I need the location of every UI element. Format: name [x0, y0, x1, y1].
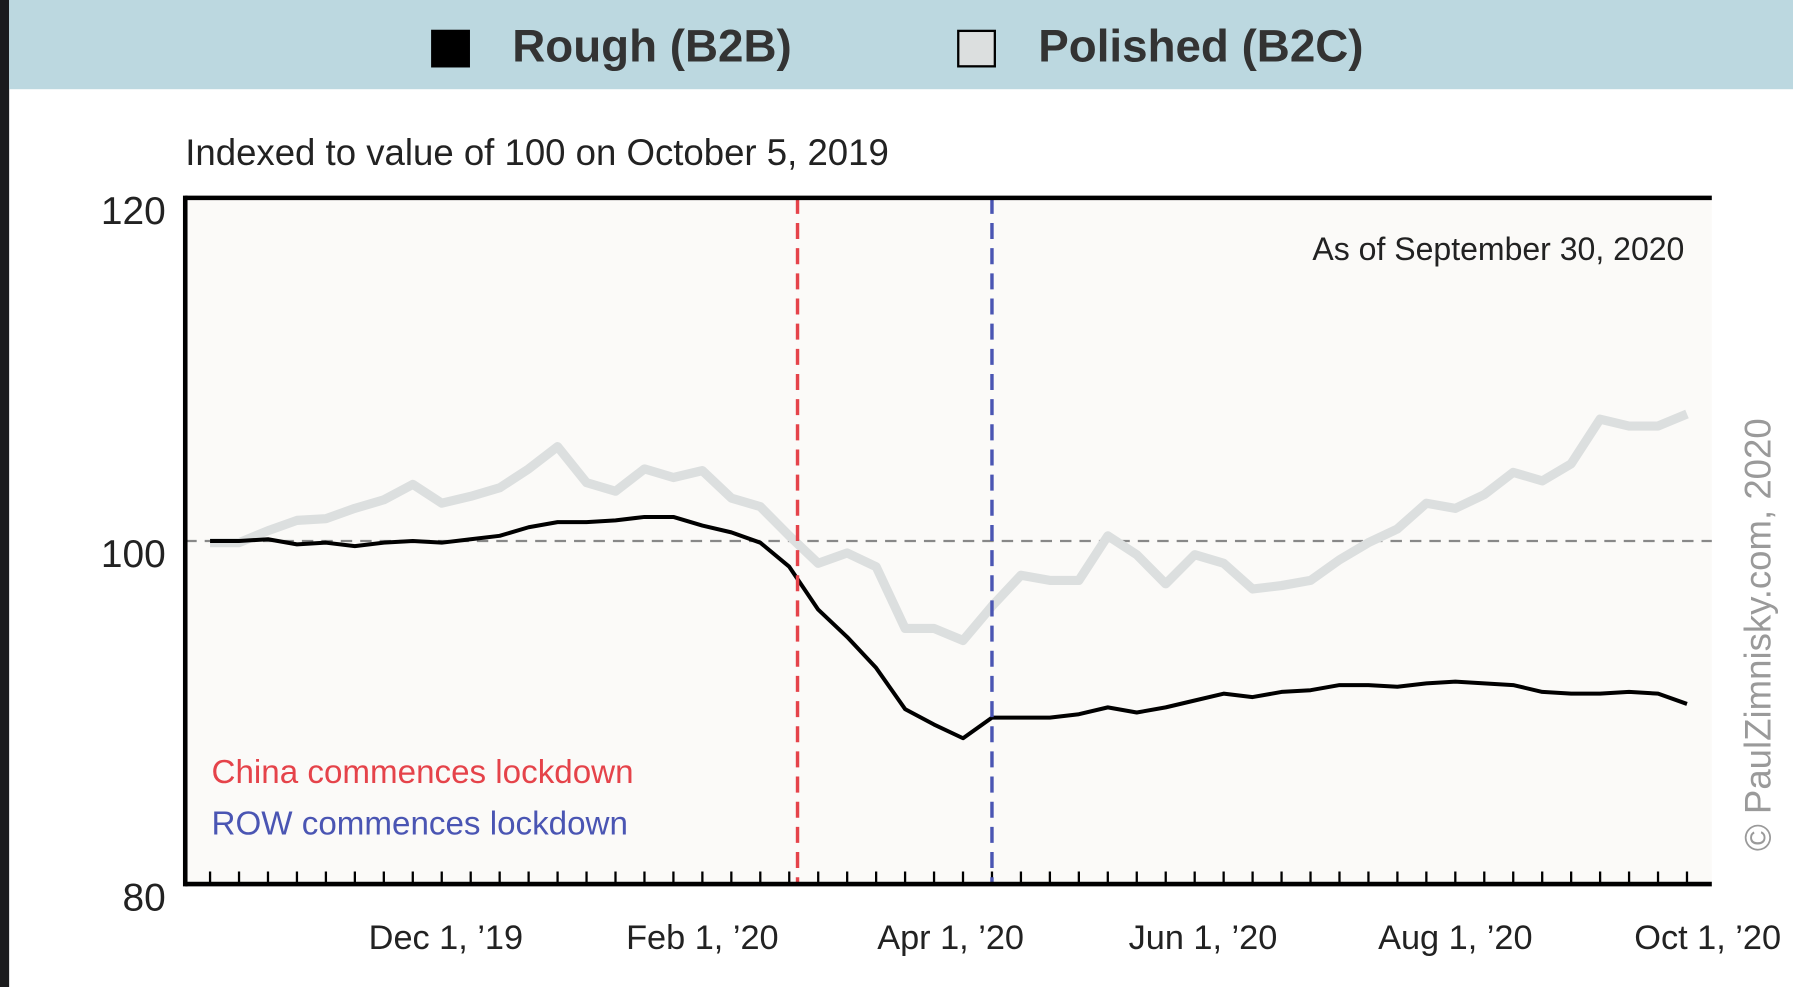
x-tick-label: Oct 1, ’20: [1634, 919, 1781, 957]
y-tick-label: 80: [123, 876, 166, 919]
x-tick-label: Jun 1, ’20: [1129, 919, 1278, 957]
credit: © PaulZimnisky.com, 2020: [1738, 418, 1779, 851]
legend-bar: [9, 0, 1793, 90]
event-label: ROW commences lockdown: [212, 806, 628, 843]
legend-label: Polished (B2C): [1038, 20, 1363, 71]
y-tick-label: 100: [101, 533, 166, 576]
subtitle: Indexed to value of 100 on October 5, 20…: [185, 132, 889, 173]
x-tick-label: Dec 1, ’19: [369, 919, 523, 957]
event-label: China commences lockdown: [212, 754, 634, 791]
legend-label: Rough (B2B): [512, 20, 791, 71]
series-line: [210, 514, 1688, 741]
x-tick-label: Feb 1, ’20: [626, 919, 779, 957]
series-line: [210, 409, 1689, 646]
legend-swatch: [957, 29, 996, 68]
x-tick-label: Aug 1, ’20: [1378, 919, 1532, 957]
annotation: As of September 30, 2020: [1312, 231, 1684, 267]
legend-swatch: [431, 29, 470, 68]
y-tick-label: 120: [101, 190, 166, 233]
x-tick-label: Apr 1, ’20: [877, 919, 1024, 957]
